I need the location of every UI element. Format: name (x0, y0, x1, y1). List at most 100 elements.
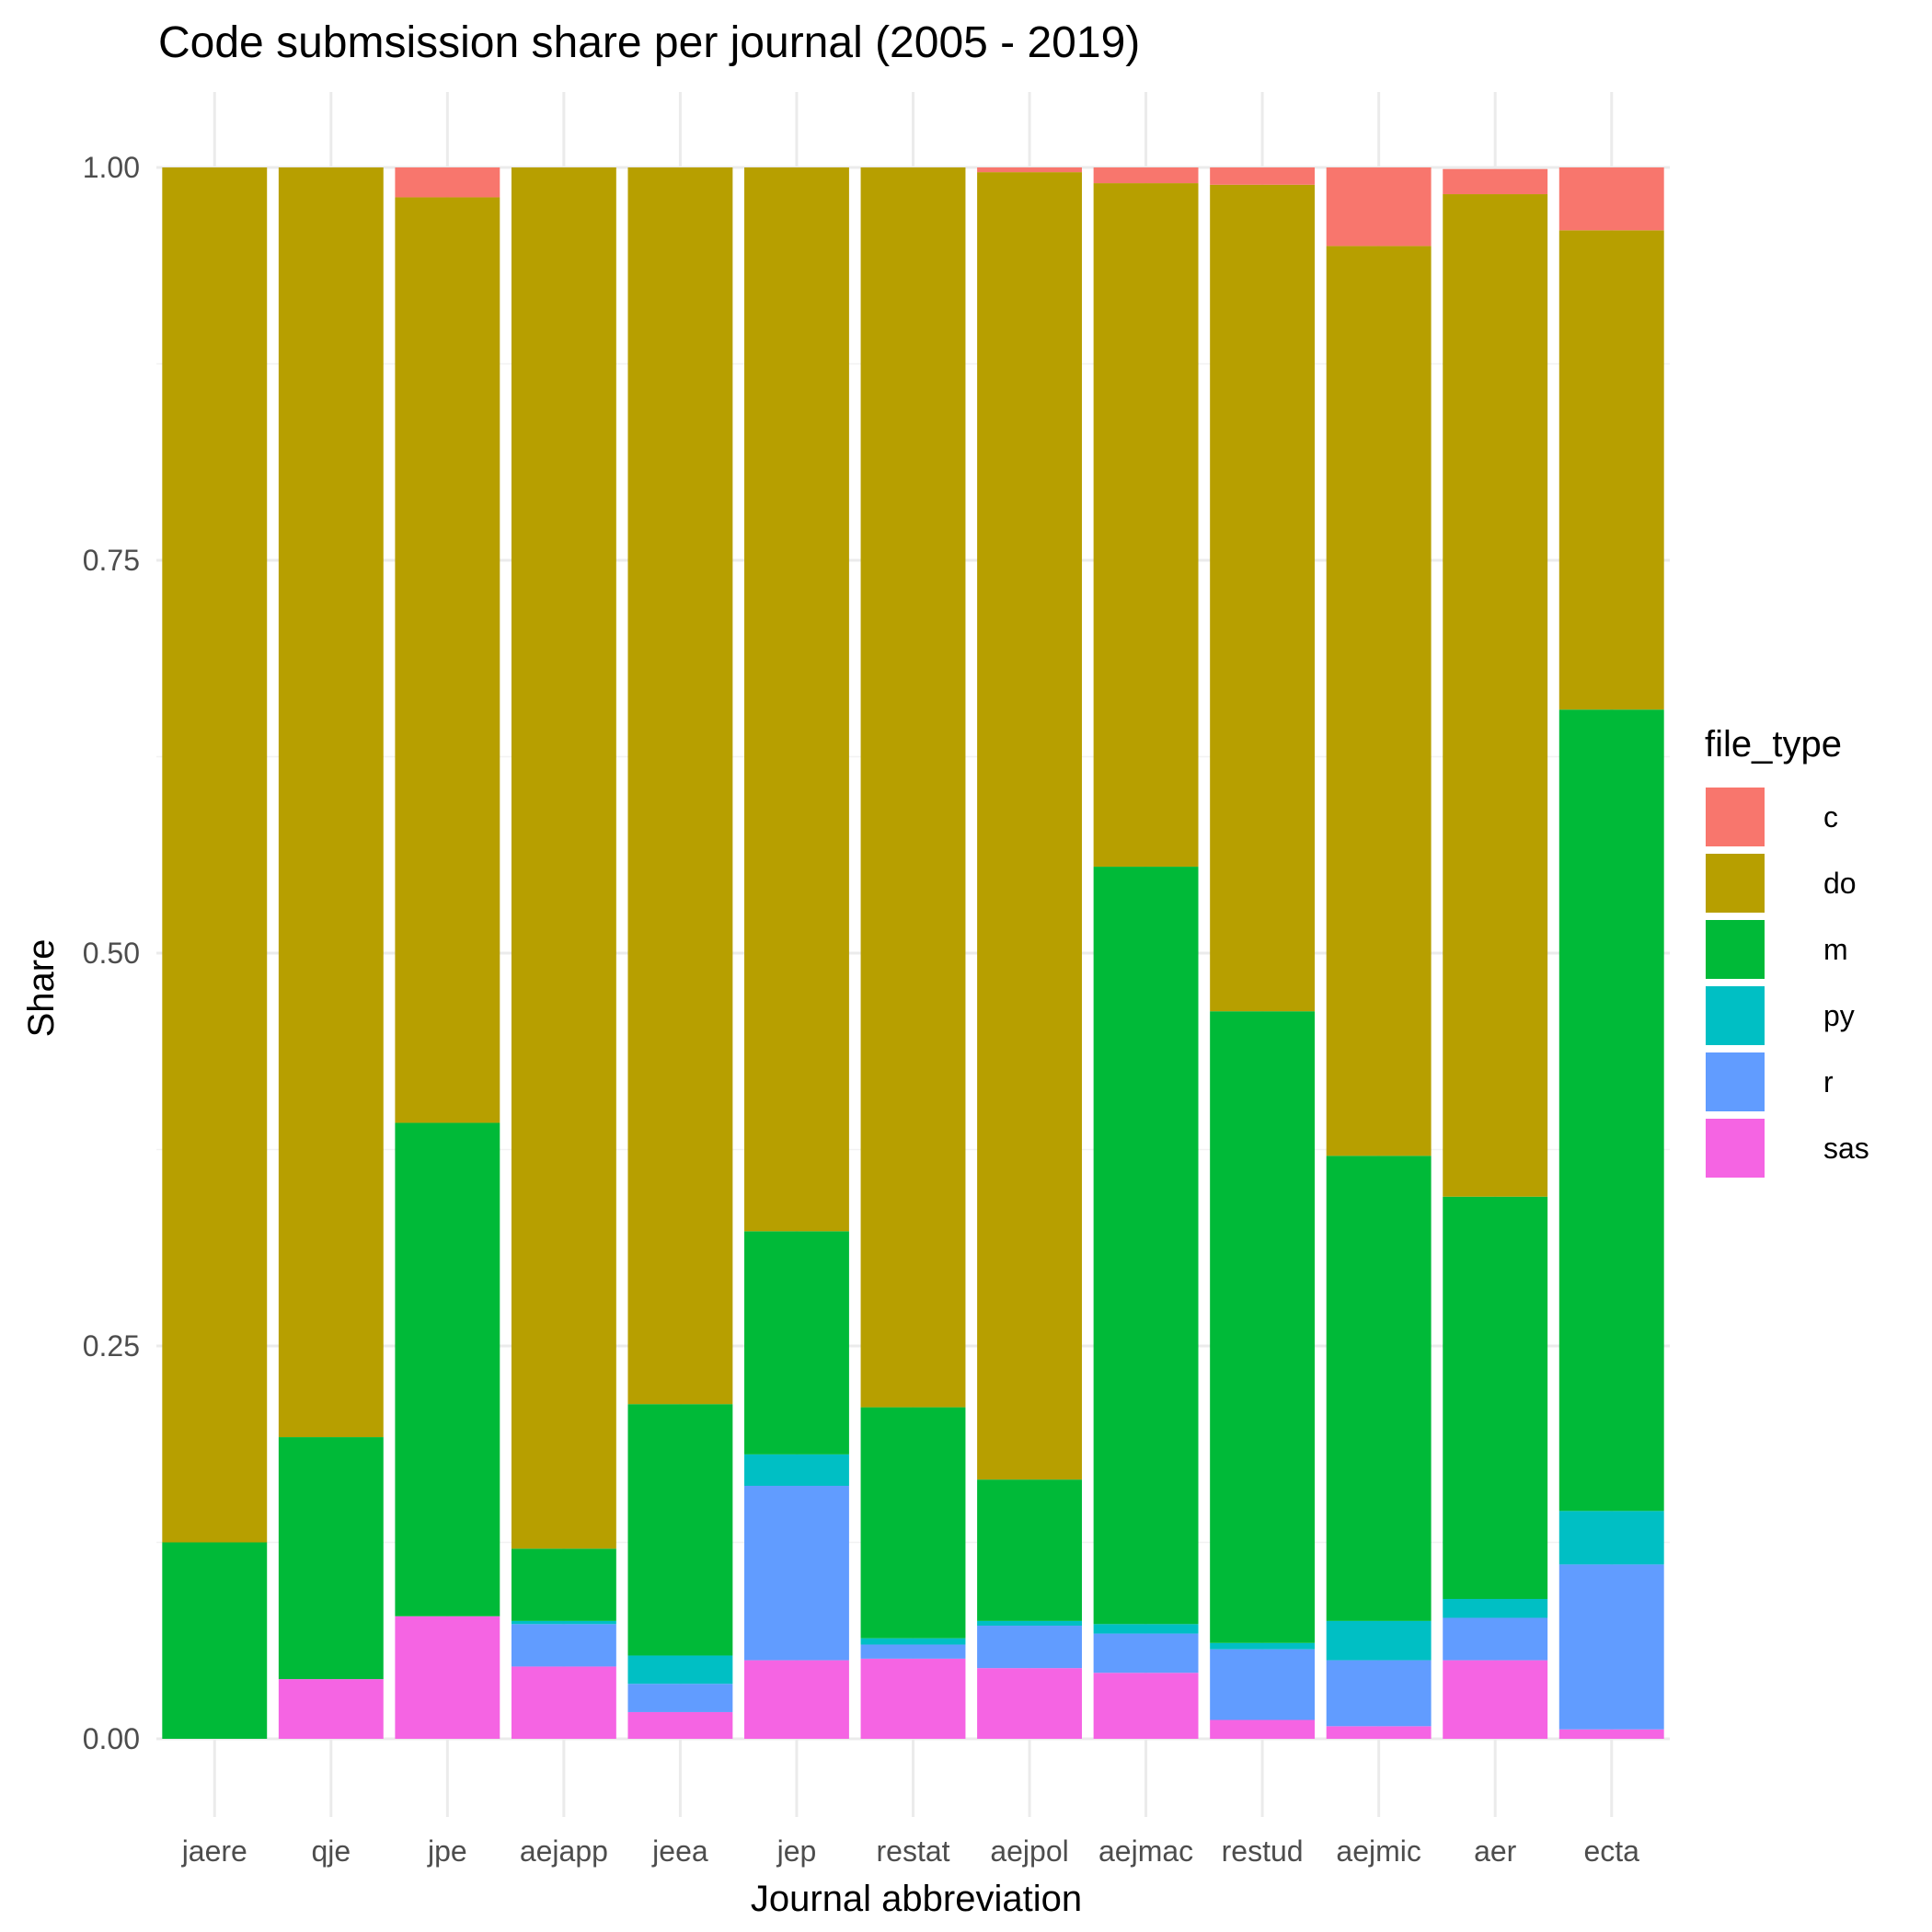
x-tick-label-qje: qje (311, 1834, 351, 1868)
bar-segment-ecta-c (1558, 167, 1664, 231)
bar-segment-aejpol-py (977, 1620, 1082, 1627)
bar-segment-restat-py (860, 1638, 966, 1645)
bar-segment-aejmic-c (1326, 167, 1432, 247)
bar-segment-aejmac-do (1093, 183, 1199, 868)
y-axis-title: Share (21, 939, 62, 1038)
bar-segment-aejmac-r (1093, 1633, 1199, 1673)
bar-segment-aejmic-sas (1326, 1726, 1432, 1739)
legend-swatch-py (1704, 984, 1766, 1047)
bar-segment-jaere-m (162, 1542, 268, 1739)
bar-segment-aejapp-sas (511, 1666, 616, 1739)
bar-segment-jpe-m (395, 1122, 500, 1616)
bar-segment-restud-py (1210, 1642, 1316, 1650)
bar-segment-restud-sas (1210, 1719, 1316, 1739)
bar-segment-restat-do (860, 167, 966, 1408)
bar-segment-qje-do (278, 167, 384, 1438)
bar-segment-ecta-sas (1558, 1729, 1664, 1739)
x-tick-label-restat: restat (876, 1834, 949, 1868)
legend-swatch-sas (1704, 1117, 1766, 1179)
y-tick-label: 1.00 (83, 151, 140, 184)
bar-segment-aejpol-r (977, 1626, 1082, 1669)
bar-segment-jep-sas (744, 1660, 849, 1739)
y-tick-label: 0.25 (83, 1329, 140, 1363)
bar-segment-aejpol-do (977, 172, 1082, 1480)
bar-segment-restat-r (860, 1644, 966, 1659)
bar-segment-aer-do (1443, 194, 1548, 1197)
legend-label-sas: sas (1823, 1132, 1869, 1165)
legend-label-c: c (1823, 800, 1838, 834)
bar-segment-aer-m (1443, 1196, 1548, 1599)
bar-segment-ecta-py (1558, 1511, 1664, 1565)
bar-segment-ecta-do (1558, 230, 1664, 710)
bars (162, 167, 1664, 1739)
legend-swatch-c (1704, 786, 1766, 848)
bar-segment-jeea-sas (627, 1711, 733, 1739)
x-tick-label-restud: restud (1222, 1834, 1304, 1868)
bar-segment-qje-sas (278, 1679, 384, 1739)
bar-segment-aejmac-sas (1093, 1673, 1199, 1739)
bar-segment-aejmac-c (1093, 167, 1199, 184)
y-tick-label: 0.50 (83, 937, 140, 970)
bar-segment-restud-r (1210, 1649, 1316, 1720)
bar-segment-aejpol-sas (977, 1668, 1082, 1739)
legend-swatch-r (1704, 1051, 1766, 1113)
bar-segment-aejapp-r (511, 1624, 616, 1667)
x-axis-title: Journal abbreviation (751, 1879, 1082, 1919)
bar-segment-ecta-r (1558, 1564, 1664, 1730)
y-axis: 0.00 0.25 0.50 0.75 1.00 (83, 151, 140, 1755)
bar-segment-jaere-do (162, 167, 268, 1543)
bar-segment-aejapp-m (511, 1548, 616, 1621)
bar-segment-restud-c (1210, 167, 1316, 185)
legend-label-m: m (1823, 933, 1848, 966)
bar-segment-jeea-do (627, 167, 733, 1405)
bar-segment-aer-py (1443, 1598, 1548, 1618)
bar-segment-aejmic-m (1326, 1156, 1432, 1621)
bar-segment-jpe-sas (395, 1616, 500, 1739)
bar-segment-aejmic-r (1326, 1660, 1432, 1727)
bar-segment-restat-sas (860, 1658, 966, 1739)
legend: file_type c do m py r sas (1704, 724, 1869, 1179)
bar-segment-jep-do (744, 167, 849, 1232)
x-tick-label-aer: aer (1474, 1834, 1517, 1868)
bar-segment-aejapp-py (511, 1620, 616, 1625)
bar-segment-qje-m (278, 1437, 384, 1680)
bar-segment-aejmac-m (1093, 867, 1199, 1625)
bar-segment-restud-m (1210, 1011, 1316, 1643)
bar-segment-aer-r (1443, 1617, 1548, 1661)
x-axis: jaere qje jpe aejapp jeea jep restat aejpol aejm… (181, 1834, 1639, 1868)
bar-segment-jeea-m (627, 1404, 733, 1656)
bar-segment-jpe-do (395, 197, 500, 1123)
bar-segment-aejapp-do (511, 167, 616, 1549)
bar-segment-jeea-py (627, 1655, 733, 1685)
bar-segment-jeea-r (627, 1684, 733, 1712)
x-tick-label-jpe: jpe (427, 1834, 467, 1868)
legend-label-r: r (1823, 1065, 1834, 1098)
bar-segment-aer-sas (1443, 1660, 1548, 1739)
x-tick-label-aejmic: aejmic (1336, 1834, 1420, 1868)
x-tick-label-aejpol: aejpol (990, 1834, 1068, 1868)
x-tick-label-aejmac: aejmac (1098, 1834, 1193, 1868)
bar-segment-aejmic-do (1326, 246, 1432, 1156)
bar-segment-aejmac-py (1093, 1624, 1199, 1634)
chart-title: Code submsission share per journal (2005… (158, 18, 1140, 67)
bar-segment-restat-m (860, 1407, 966, 1639)
bar-segment-aejpol-c (977, 167, 1082, 173)
bar-segment-jep-r (744, 1486, 849, 1661)
bar-segment-jep-py (744, 1454, 849, 1487)
bar-segment-jpe-c (395, 167, 500, 198)
x-tick-label-jeea: jeea (651, 1834, 708, 1868)
legend-swatch-do (1704, 852, 1766, 914)
legend-title: file_type (1705, 724, 1842, 765)
legend-swatch-m (1704, 918, 1766, 981)
bar-segment-ecta-m (1558, 709, 1664, 1512)
legend-label-do: do (1823, 867, 1857, 900)
bar-segment-aejmic-py (1326, 1620, 1432, 1661)
y-tick-label: 0.75 (83, 544, 140, 577)
x-tick-label-ecta: ecta (1583, 1834, 1639, 1868)
y-tick-label: 0.00 (83, 1722, 140, 1755)
bar-segment-restud-do (1210, 184, 1316, 1012)
x-tick-label-jaere: jaere (181, 1834, 247, 1868)
x-tick-label-aejapp: aejapp (520, 1834, 608, 1868)
bar-segment-jep-m (744, 1231, 849, 1455)
